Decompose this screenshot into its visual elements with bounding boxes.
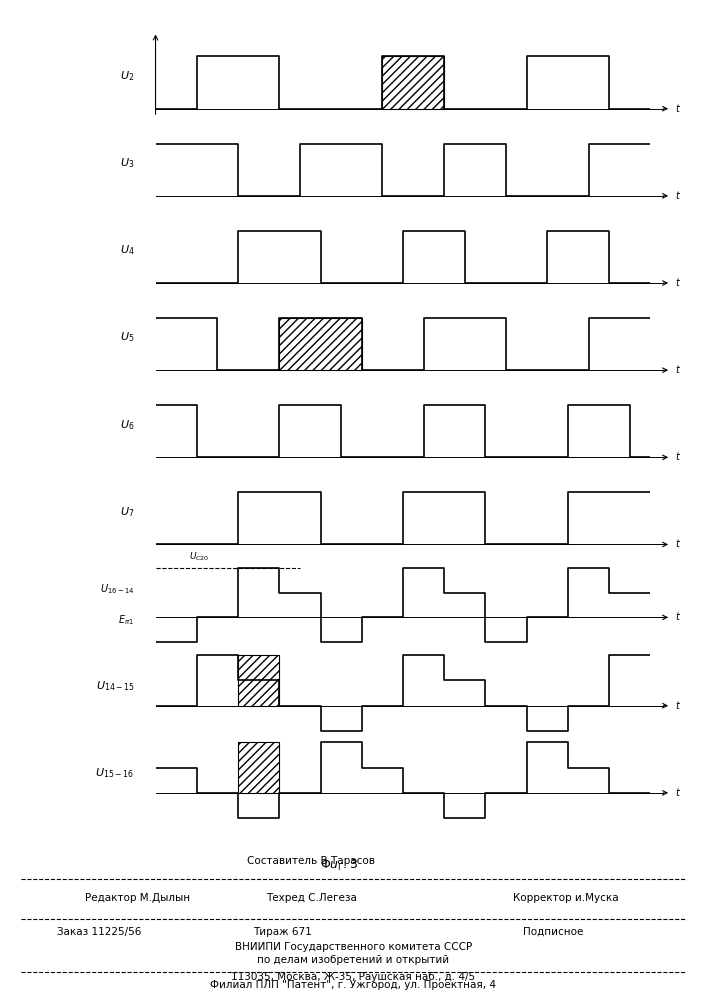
Text: t: t xyxy=(675,701,679,711)
Bar xyxy=(238,655,279,706)
Text: $U_6$: $U_6$ xyxy=(119,418,134,432)
Text: t: t xyxy=(675,278,679,288)
Text: Составитель В.Тарасов: Составитель В.Тарасов xyxy=(247,856,375,865)
Text: Корректор и.Муска: Корректор и.Муска xyxy=(513,893,619,903)
Bar xyxy=(382,56,444,109)
Text: $U_{15-16}$: $U_{15-16}$ xyxy=(95,766,134,780)
Text: t: t xyxy=(675,539,679,549)
Text: t: t xyxy=(675,191,679,201)
Text: $U_4$: $U_4$ xyxy=(119,243,134,257)
Text: 113035, Москва, Ж-35, Раушская наб., д. 4/5: 113035, Москва, Ж-35, Раушская наб., д. … xyxy=(231,972,476,982)
Text: Филиал ПЛП "Патент", г. Ужгород, ул. Проектная, 4: Филиал ПЛП "Патент", г. Ужгород, ул. Про… xyxy=(211,980,496,990)
Text: Тираж 671: Тираж 671 xyxy=(253,927,312,937)
Text: Подписное: Подписное xyxy=(523,927,583,937)
Text: t: t xyxy=(675,365,679,375)
Text: $U_7$: $U_7$ xyxy=(120,505,134,519)
Text: Техред С.Легеза: Техред С.Легеза xyxy=(266,893,356,903)
Text: $\Phi u_{\mathit{\Gamma}}.3$: $\Phi u_{\mathit{\Gamma}}.3$ xyxy=(320,858,358,873)
Text: t: t xyxy=(675,788,679,798)
Text: $U_5$: $U_5$ xyxy=(120,331,134,344)
Text: ВНИИПИ Государственного комитета СССР: ВНИИПИ Государственного комитета СССР xyxy=(235,942,472,952)
Bar xyxy=(279,318,362,370)
Text: $U_{16-14}$: $U_{16-14}$ xyxy=(100,582,134,596)
Text: $U_3$: $U_3$ xyxy=(120,156,134,170)
Text: t: t xyxy=(675,612,679,622)
Text: $U_{14-15}$: $U_{14-15}$ xyxy=(95,679,134,693)
Text: Заказ 11225/56: Заказ 11225/56 xyxy=(57,927,141,937)
Text: 1067582: 1067582 xyxy=(326,0,381,3)
Text: t: t xyxy=(675,104,679,114)
Bar xyxy=(238,742,279,793)
Text: $E_{\pi1}$: $E_{\pi1}$ xyxy=(119,613,134,627)
Text: по делам изобретений и открытий: по делам изобретений и открытий xyxy=(257,955,450,965)
Text: $U_{C20}$: $U_{C20}$ xyxy=(189,551,209,563)
Text: t: t xyxy=(675,452,679,462)
Text: Редактор М.Дылын: Редактор М.Дылын xyxy=(85,893,190,903)
Text: $U_2$: $U_2$ xyxy=(120,69,134,83)
